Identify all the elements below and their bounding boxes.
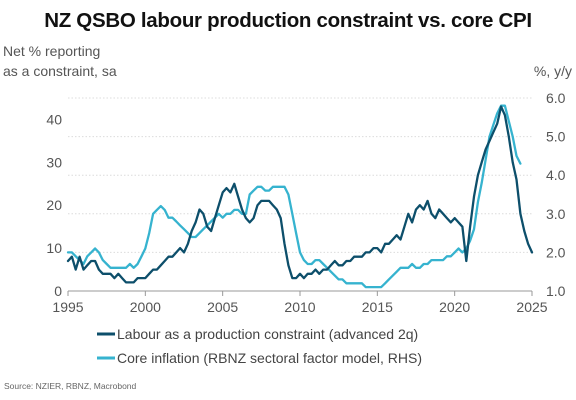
x-tick-label: 2025 — [516, 299, 547, 315]
x-tick-label: 2005 — [207, 299, 238, 315]
x-tick-label: 2000 — [130, 299, 161, 315]
legend-label: Core inflation (RBNZ sectoral factor mod… — [117, 350, 422, 366]
series-line-core-inflation — [66, 104, 522, 289]
left-tick-label: 20 — [46, 197, 62, 213]
left-tick-label: 0 — [54, 283, 62, 299]
left-tick-label: 10 — [46, 240, 62, 256]
series-lines — [66, 104, 534, 289]
right-tick-label: 5.0 — [546, 129, 566, 145]
legend-label: Labour as a production constraint (advan… — [117, 326, 418, 342]
right-tick-label: 3.0 — [546, 206, 566, 222]
right-axis-label: %, y/y — [533, 63, 572, 79]
x-tick-label: 2020 — [439, 299, 470, 315]
left-axis-label: Net % reporting as a constraint, sa — [3, 41, 117, 81]
left-axis-label-line-1: Net % reporting — [3, 43, 101, 59]
x-tick-label: 2010 — [284, 299, 315, 315]
right-tick-label: 1.0 — [546, 283, 566, 299]
chart-title: NZ QSBO labour production constraint vs.… — [44, 9, 532, 32]
x-tick-label: 1995 — [52, 299, 83, 315]
legend: Labour as a production constraint (advan… — [97, 326, 422, 366]
source-note: Source: NZIER, RBNZ, Macrobond — [4, 381, 137, 391]
right-tick-label: 6.0 — [546, 90, 566, 106]
left-tick-label: 40 — [46, 111, 62, 127]
axis-ticks: 1.0 2.0 3.0 4.0 5.0 6.0 0 10 20 30 40 1995 2000 2005 2… — [46, 90, 565, 315]
right-tick-label: 2.0 — [546, 244, 566, 260]
right-tick-label: 4.0 — [546, 167, 566, 183]
left-tick-label: 30 — [46, 154, 62, 170]
series-line-labour — [66, 105, 534, 284]
left-axis-label-line-2: as a constraint, sa — [3, 63, 117, 79]
x-tick-label: 2015 — [362, 299, 393, 315]
